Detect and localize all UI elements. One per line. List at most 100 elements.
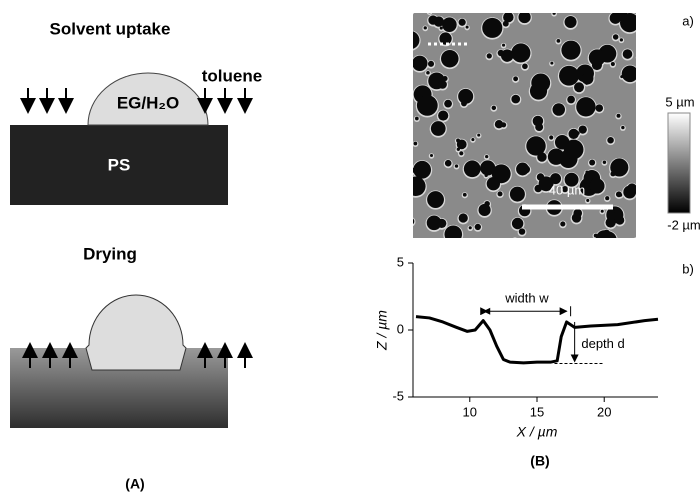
pore xyxy=(469,226,472,229)
pore xyxy=(480,160,495,175)
pore xyxy=(440,27,443,30)
pore xyxy=(589,49,605,65)
pore xyxy=(455,164,458,167)
droplet-label: EG/H₂O xyxy=(117,93,179,112)
x-tick-label: 15 xyxy=(530,404,544,419)
pore xyxy=(431,121,446,136)
pore xyxy=(633,237,640,244)
pore xyxy=(407,218,414,225)
x-axis-label: X / µm xyxy=(516,424,558,440)
pore xyxy=(512,218,523,229)
pore xyxy=(427,215,442,230)
pore xyxy=(513,238,517,242)
image-label: a) xyxy=(682,13,694,28)
pore xyxy=(415,117,419,121)
colorbar xyxy=(668,113,690,213)
pore xyxy=(406,177,426,197)
scale-bar-label: 40 µm xyxy=(549,182,585,197)
pore xyxy=(427,191,444,208)
pore xyxy=(559,66,579,86)
pore xyxy=(479,204,491,216)
pore xyxy=(510,187,525,202)
pore xyxy=(463,193,467,197)
pore xyxy=(606,217,616,227)
pore xyxy=(620,13,639,32)
x-tick-label: 20 xyxy=(597,404,611,419)
pore xyxy=(589,178,604,193)
pore xyxy=(409,9,414,14)
depth-label: depth d xyxy=(581,336,624,351)
pore xyxy=(582,73,594,85)
pore xyxy=(412,56,427,71)
panel-label: (B) xyxy=(530,453,549,469)
colorbar-max: 5 µm xyxy=(665,94,694,109)
pore xyxy=(596,230,613,247)
pore xyxy=(610,12,622,24)
pore xyxy=(516,163,529,176)
toluene-label: toluene xyxy=(202,66,262,85)
pore xyxy=(579,125,587,133)
pore xyxy=(487,177,500,190)
pore xyxy=(513,76,518,81)
pore xyxy=(622,65,639,82)
pore xyxy=(482,18,502,38)
pore xyxy=(569,129,579,139)
pore xyxy=(401,31,419,49)
pore xyxy=(611,62,615,66)
pore xyxy=(611,209,615,213)
pore xyxy=(522,63,528,69)
profile-chart: -505101520X / µmZ / µmwidth wdepth d xyxy=(374,254,658,439)
pore xyxy=(417,95,438,116)
pore xyxy=(503,12,513,22)
pore xyxy=(638,59,641,62)
pore xyxy=(414,142,418,146)
pore xyxy=(519,228,525,234)
pore xyxy=(444,225,462,243)
pore xyxy=(459,213,468,222)
pore xyxy=(567,96,575,104)
pore xyxy=(603,161,606,164)
pore xyxy=(550,62,553,65)
pore xyxy=(428,10,431,13)
pore xyxy=(533,116,544,127)
pore xyxy=(428,61,434,67)
y-tick-label: -5 xyxy=(392,388,404,403)
pore xyxy=(605,196,609,200)
panel-label: (A) xyxy=(125,476,144,492)
pore xyxy=(531,73,550,92)
pore xyxy=(485,174,488,177)
droplet-dried xyxy=(86,295,186,370)
pore xyxy=(561,41,580,60)
pore xyxy=(572,213,582,223)
pore xyxy=(461,101,467,107)
pore xyxy=(574,82,584,92)
pore xyxy=(557,39,561,43)
pore xyxy=(459,151,463,155)
figure: Solvent uptake EG/H₂O PS toluene Drying … xyxy=(0,0,700,497)
pore xyxy=(623,49,633,59)
colorbar-min: -2 µm xyxy=(667,217,700,232)
pore xyxy=(430,154,433,157)
pore xyxy=(616,191,622,197)
pore xyxy=(427,9,433,15)
pore xyxy=(549,135,553,139)
pore xyxy=(464,160,481,177)
pore xyxy=(607,137,614,144)
pore xyxy=(413,161,431,179)
pore xyxy=(492,106,496,110)
pore xyxy=(443,53,452,62)
pore xyxy=(444,100,452,108)
pore xyxy=(637,56,640,59)
profile-panel-label: b) xyxy=(682,261,694,276)
pore xyxy=(613,34,619,40)
pore xyxy=(548,148,564,164)
pore xyxy=(601,210,604,213)
pore xyxy=(498,50,504,56)
pore xyxy=(475,224,481,230)
pore xyxy=(610,171,615,176)
pore xyxy=(442,17,457,32)
width-label: width w xyxy=(504,291,549,306)
pore xyxy=(511,95,520,104)
pore xyxy=(426,71,430,75)
pore xyxy=(576,97,595,116)
